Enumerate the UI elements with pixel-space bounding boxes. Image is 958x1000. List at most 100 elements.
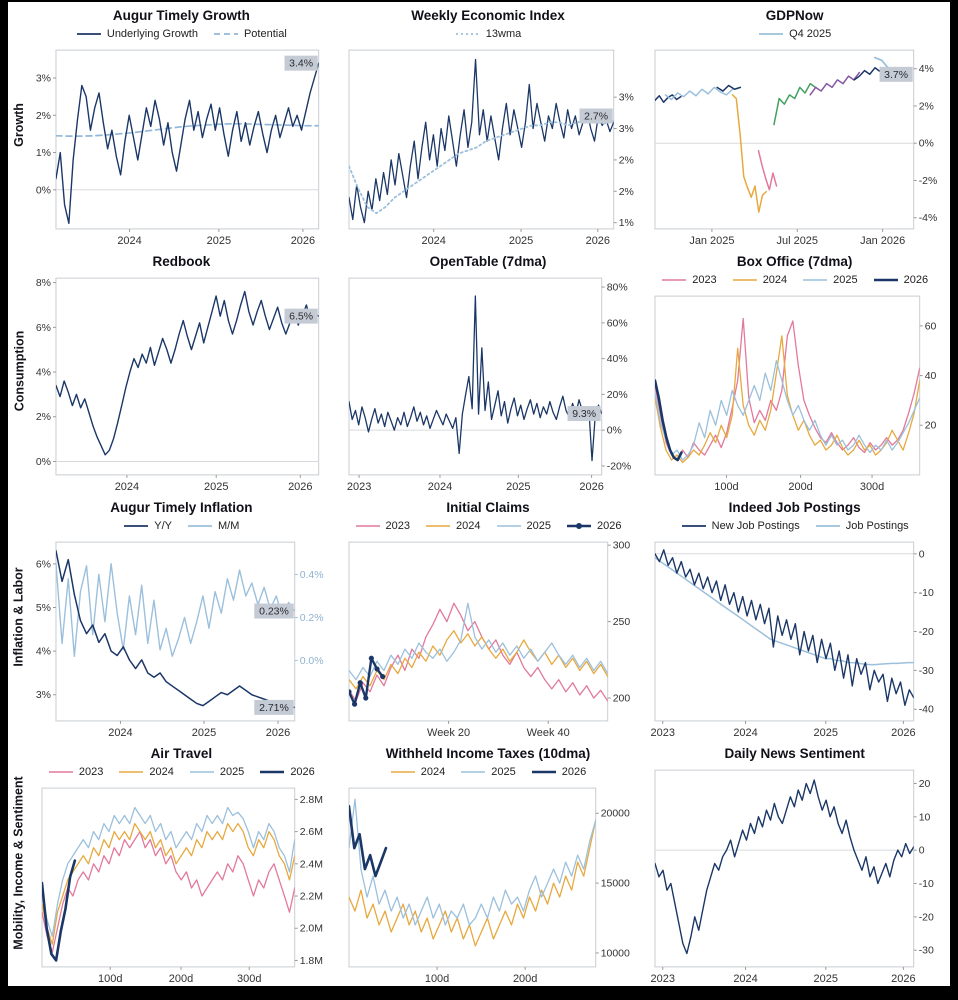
svg-text:0: 0 (919, 846, 925, 857)
legend-item: 2025 (496, 520, 551, 532)
legend-label: 2026 (290, 766, 315, 778)
chart-legend: 2023 2024 2025 2026 (341, 517, 636, 535)
chart-plot-area: 20 40 60 100d 200d 300d (647, 289, 942, 493)
svg-text:2026: 2026 (288, 481, 312, 493)
svg-text:9.3%: 9.3% (572, 409, 596, 420)
row-label-text: Mobility, Income & Sentiment (12, 776, 26, 950)
svg-text:2025: 2025 (814, 727, 838, 739)
svg-text:5%: 5% (36, 603, 51, 614)
svg-text:2025: 2025 (207, 235, 231, 247)
svg-text:-40: -40 (919, 705, 934, 716)
legend-line-swatch (759, 33, 784, 35)
svg-text:2.8M: 2.8M (300, 795, 323, 806)
svg-text:100d: 100d (98, 973, 122, 985)
svg-text:0%: 0% (36, 185, 51, 196)
svg-text:2026: 2026 (585, 235, 609, 247)
svg-text:0%: 0% (919, 139, 934, 150)
legend-line-swatch (873, 278, 898, 282)
legend-item: 13wma (455, 28, 521, 40)
svg-text:-10: -10 (919, 588, 934, 599)
svg-text:-4%: -4% (919, 213, 938, 224)
svg-text:15000: 15000 (600, 879, 629, 890)
chart-cell-weekly-economic-index: Weekly Economic Index 13wma 1% 2% 2% 3% 3% 20… (337, 2, 644, 248)
legend-line-swatch (213, 33, 238, 35)
chart-plot: 3% 4% 5% 6% 0.0% 0.2% 0.4% 2024 2025 2026 0.23% 2.7… (36, 541, 324, 739)
legend-label: 2025 (219, 766, 245, 778)
chart-title: Air Travel (150, 746, 213, 761)
svg-text:-20: -20 (919, 912, 934, 923)
svg-text:3.7%: 3.7% (885, 70, 909, 81)
svg-text:2.71%: 2.71% (259, 703, 289, 714)
legend-line-swatch (426, 525, 451, 527)
chart-cell-indeed-job-postings: Indeed Job Postings New Job Postings Job … (643, 494, 950, 740)
legend-label: 2025 (833, 274, 858, 286)
legend-item: 2026 (259, 766, 315, 778)
legend-item: 2025 (802, 274, 858, 286)
legend-item: New Job Postings (681, 520, 800, 532)
svg-text:2024: 2024 (421, 235, 445, 247)
svg-text:2024: 2024 (117, 235, 141, 247)
chart-legend: 2024 2025 2026 (341, 763, 636, 781)
legend-item: Y/Y (123, 520, 172, 532)
chart-title: Indeed Job Postings (728, 500, 861, 515)
legend-label: 2023 (385, 520, 411, 532)
chart-legend: Underlying Growth Potential (34, 25, 329, 43)
svg-text:2.6M: 2.6M (300, 827, 323, 838)
svg-text:4%: 4% (36, 647, 51, 658)
legend-line-swatch (188, 525, 212, 527)
legend-line-swatch (681, 525, 706, 527)
legend-item: M/M (187, 520, 239, 532)
svg-text:0: 0 (919, 549, 925, 560)
chart-plot: -4% -2% 0% 2% 4% Jan 2025 Jul 2025 Jan 2026 3.7% (654, 49, 938, 247)
chart-plot-area: -30 -20 -10 0 10 20 2023 2024 2025 2026 (647, 763, 942, 985)
svg-text:2026: 2026 (891, 973, 915, 985)
legend-line-swatch (531, 770, 556, 774)
legend-item: 2024 (118, 766, 174, 778)
svg-text:2%: 2% (36, 412, 51, 423)
svg-text:200d: 200d (513, 973, 537, 985)
legend-label: M/M (218, 520, 240, 532)
svg-text:6%: 6% (36, 559, 51, 570)
legend-label: 2026 (561, 766, 587, 778)
legend-label: 2023 (78, 766, 104, 778)
svg-text:0.2%: 0.2% (300, 613, 324, 624)
legend-item: 2026 (566, 520, 621, 532)
svg-text:2025: 2025 (192, 727, 216, 739)
svg-text:10000: 10000 (600, 948, 629, 959)
chart-plot: 0 -10 -20 -30 -40 2023 2024 2025 2026 (651, 541, 934, 739)
legend-label: Underlying Growth (106, 28, 198, 40)
chart-cell-opentable: OpenTable (7dma) -20% 0% 20% 40% 60% 80% 2023 2… (337, 248, 644, 494)
chart-title: Withheld Income Taxes (10dma) (385, 746, 591, 761)
svg-text:-2%: -2% (919, 176, 938, 187)
legend-item: 2025 (189, 766, 244, 778)
dashboard-row-consumption: Consumption Redbook 0% 2% 4% 6% 8% 2024 2025 20… (8, 248, 950, 494)
svg-text:300: 300 (612, 541, 630, 552)
legend-label: 2025 (491, 766, 516, 778)
svg-text:40%: 40% (606, 354, 627, 365)
svg-text:-20: -20 (919, 627, 934, 638)
svg-text:2%: 2% (36, 111, 51, 122)
dashboard-row-mobility-income-sentiment: Mobility, Income & Sentiment Air Travel … (8, 740, 950, 986)
legend-item: Underlying Growth (76, 28, 198, 40)
chart-plot-area: 1.8M 2.0M 2.2M 2.4M 2.6M 2.8M 100d 200d 300d (34, 781, 329, 985)
economic-dashboard: Growth Augur Timely Growth Underlying Gr… (8, 2, 950, 986)
chart-title: Weekly Economic Index (411, 8, 565, 23)
svg-text:1%: 1% (618, 218, 633, 229)
chart-cell-augur-timely-growth: Augur Timely Growth Underlying Growth Pot… (30, 2, 337, 248)
svg-text:3%: 3% (618, 93, 633, 104)
legend-line-swatch (455, 33, 480, 35)
legend-item: 2024 (390, 766, 445, 778)
chart-plot: 200 250 300 Week 20 Week 40 (348, 541, 630, 739)
svg-text:250: 250 (612, 617, 630, 628)
chart-legend: Y/Y M/M (34, 517, 329, 535)
chart-plot: 1.8M 2.0M 2.2M 2.4M 2.6M 2.8M 100d 200d 300d (41, 787, 323, 985)
row-label-inflation-labor: Inflation & Labor (8, 494, 30, 740)
chart-cell-air-travel: Air Travel 2023 2024 2025 2026 1.8M 2.0M 2.2M… (30, 740, 337, 986)
svg-text:-20%: -20% (606, 461, 630, 472)
chart-title: GDPNow (765, 8, 824, 23)
svg-text:-30: -30 (919, 946, 934, 957)
svg-text:2024: 2024 (734, 727, 758, 739)
svg-text:2.2M: 2.2M (300, 892, 323, 903)
chart-cell-initial-claims: Initial Claims 2023 2024 2025 2026 200 250 30… (337, 494, 644, 740)
svg-text:2024: 2024 (115, 481, 139, 493)
